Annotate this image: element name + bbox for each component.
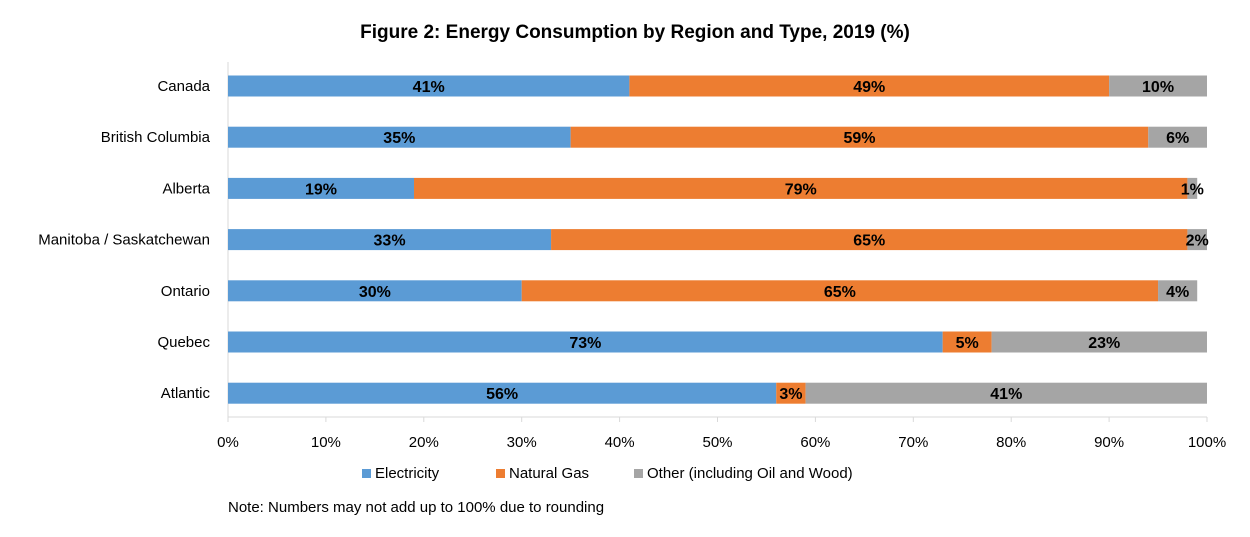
data-label: 79% [785,181,817,198]
data-label: 10% [1142,79,1174,96]
bar-segment [228,177,415,199]
data-label: 41% [413,79,445,96]
data-label: 35% [383,130,415,147]
x-tick-label: 20% [409,434,439,451]
bar-segment [1148,126,1207,148]
legend: Electricity Natural Gas Other (including O… [362,465,853,482]
data-label: 41% [990,386,1022,403]
bar-segment [228,126,571,148]
legend-label: Electricity [375,465,440,482]
category-label: Atlantic [161,385,211,402]
legend-swatch [362,469,371,478]
data-label: 6% [1166,130,1189,147]
bar-segment [228,75,630,97]
legend-label: Natural Gas [509,465,589,482]
bar-segment [1109,75,1207,97]
data-label: 30% [359,284,391,301]
bar-segment [1158,280,1198,302]
data-label: 59% [843,130,875,147]
data-label: 49% [853,79,885,96]
bar-segment [228,229,552,251]
category-label: Quebec [157,334,210,351]
bar-segment [629,75,1110,97]
legend-swatch [496,469,505,478]
bar-segment [1187,177,1198,199]
x-tick-label: 50% [702,434,732,451]
data-label: 73% [569,335,601,352]
bar-segment [414,177,1188,199]
legend-label: Other (including Oil and Wood) [647,465,853,482]
x-tick-label: 40% [605,434,635,451]
bar-segment [942,331,992,353]
data-label: 65% [853,233,885,250]
x-tick-label: 100% [1188,434,1226,451]
data-label: 56% [486,386,518,403]
legend-swatch [634,469,643,478]
data-label: 4% [1166,284,1189,301]
bar-segment [228,382,777,404]
bar-segment [228,280,522,302]
bar-segment [551,229,1188,251]
category-label: Canada [157,78,210,95]
bar-segment [991,331,1207,353]
data-label: 3% [779,386,802,403]
x-tick-label: 80% [996,434,1026,451]
bar-segment [776,382,806,404]
category-label: Alberta [162,180,210,197]
chart-title: Figure 2: Energy Consumption by Region a… [360,22,910,43]
x-tick-label: 60% [800,434,830,451]
bar-segment [805,382,1207,404]
data-label: 23% [1088,335,1120,352]
data-label: 1% [1181,181,1204,198]
bar-segment [570,126,1149,148]
category-label: Ontario [161,283,210,300]
data-label: 19% [305,181,337,198]
bar-segment [228,331,943,353]
data-label: 33% [374,233,406,250]
x-tick-label: 70% [898,434,928,451]
chart-note: Note: Numbers may not add up to 100% due… [228,499,604,516]
x-tick-label: 30% [507,434,537,451]
category-label: British Columbia [101,129,211,146]
data-label: 5% [956,335,979,352]
x-tick-label: 0% [217,434,239,451]
category-label: Manitoba / Saskatchewan [38,232,210,249]
data-label: 2% [1186,233,1209,250]
bar-segment [521,280,1159,302]
data-label: 65% [824,284,856,301]
plot-area: 0% 10% 20% 30% 40% 50% 60% 70% 80% 90% 100% Canada 4… [38,62,1226,451]
x-tick-label: 10% [311,434,341,451]
x-tick-label: 90% [1094,434,1124,451]
bar-segment [1187,229,1207,251]
